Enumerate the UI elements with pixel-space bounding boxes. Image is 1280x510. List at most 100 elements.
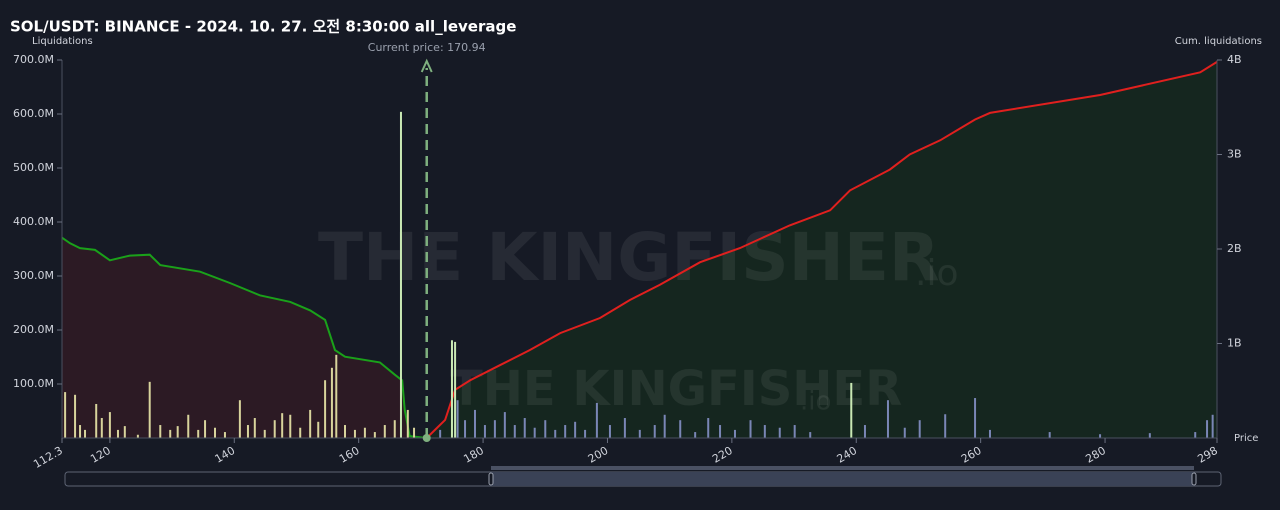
y2-tick-label: 1B bbox=[1227, 337, 1242, 350]
y2-tick-label: 3B bbox=[1227, 148, 1242, 161]
scroll-range[interactable] bbox=[491, 466, 1194, 470]
watermark: THE KINGFISHER bbox=[450, 361, 902, 417]
x-tick-label: 298 bbox=[1195, 444, 1220, 466]
y-axis-label: Liquidations bbox=[32, 36, 93, 47]
bar bbox=[79, 425, 82, 438]
bar bbox=[456, 400, 459, 438]
bar bbox=[513, 425, 516, 438]
bar bbox=[903, 427, 906, 438]
bar bbox=[335, 354, 338, 438]
bar bbox=[324, 380, 327, 438]
bar bbox=[503, 412, 506, 438]
bar bbox=[353, 429, 356, 438]
bar bbox=[473, 409, 476, 438]
bar bbox=[116, 429, 119, 438]
x-tick-label: 200 bbox=[586, 444, 611, 466]
bar bbox=[1211, 414, 1214, 438]
bar bbox=[169, 429, 172, 438]
bar bbox=[84, 429, 87, 438]
bar bbox=[263, 429, 266, 438]
bar bbox=[886, 400, 889, 438]
bar bbox=[809, 432, 812, 438]
y-tick-label: 700.0M bbox=[13, 53, 54, 66]
y-tick-label: 400.0M bbox=[13, 215, 54, 228]
bar bbox=[850, 382, 853, 438]
bar bbox=[533, 427, 536, 438]
bar bbox=[197, 429, 200, 438]
bar bbox=[454, 341, 457, 438]
bar bbox=[439, 429, 442, 438]
bar bbox=[595, 402, 598, 438]
bar bbox=[450, 340, 453, 438]
x-axis-label: Price bbox=[1234, 433, 1258, 444]
x-tick-label: 240 bbox=[835, 444, 860, 466]
y-tick-label: 500.0M bbox=[13, 161, 54, 174]
watermark: .io bbox=[800, 387, 831, 417]
y-tick-label: 200.0M bbox=[13, 323, 54, 336]
bar bbox=[974, 398, 977, 438]
bar bbox=[608, 425, 611, 438]
bar bbox=[253, 418, 256, 438]
current-price-dot bbox=[422, 434, 431, 442]
bar bbox=[413, 427, 416, 438]
bar bbox=[317, 421, 320, 438]
bar bbox=[694, 432, 697, 438]
x-tick-label: 160 bbox=[337, 444, 362, 466]
chart-title: SOL/USDT: BINANCE - 2024. 10. 27. 오전 8:3… bbox=[10, 18, 516, 36]
y2-tick-label: 4B bbox=[1227, 53, 1242, 66]
bar bbox=[1206, 420, 1209, 438]
bar bbox=[373, 432, 376, 438]
scroll-handle[interactable] bbox=[1191, 472, 1197, 486]
bar bbox=[653, 425, 656, 438]
bar bbox=[763, 425, 766, 438]
y-tick-label: 300.0M bbox=[13, 269, 54, 282]
bar bbox=[1048, 432, 1051, 438]
scroll-thumb[interactable] bbox=[491, 472, 1194, 486]
marks bbox=[61, 61, 1218, 439]
bar bbox=[863, 425, 866, 438]
bar bbox=[707, 418, 710, 438]
cumulative-line bbox=[61, 236, 427, 439]
bar bbox=[363, 427, 366, 438]
scroll-handle[interactable] bbox=[488, 472, 494, 486]
bar bbox=[638, 429, 641, 438]
bar bbox=[1194, 432, 1197, 438]
x-tick-label: 180 bbox=[461, 444, 486, 466]
y2-axis-label: Cum. liquidations bbox=[1175, 36, 1262, 47]
bar bbox=[176, 426, 179, 438]
bar bbox=[554, 429, 557, 438]
bar bbox=[246, 425, 249, 438]
bar bbox=[944, 414, 947, 438]
x-tick-label: 280 bbox=[1083, 444, 1108, 466]
bar bbox=[204, 420, 207, 438]
bar bbox=[679, 420, 682, 438]
bar bbox=[100, 418, 103, 438]
current-price-label: Current price: 170.94 bbox=[368, 41, 486, 54]
bar bbox=[793, 425, 796, 438]
bar bbox=[393, 420, 396, 438]
bar bbox=[663, 414, 666, 438]
bar bbox=[778, 427, 781, 438]
bar bbox=[464, 420, 467, 438]
x-tick-label: 140 bbox=[213, 444, 238, 466]
bar bbox=[281, 413, 284, 438]
bar bbox=[273, 420, 276, 438]
bar bbox=[719, 425, 722, 438]
bar bbox=[988, 429, 991, 438]
bar bbox=[406, 409, 409, 438]
bar bbox=[214, 427, 217, 438]
current-price-arrow bbox=[420, 58, 433, 73]
x-tick-label: 260 bbox=[959, 444, 984, 466]
x-tick-label: 112.3 bbox=[31, 444, 65, 471]
watermark: .io bbox=[915, 253, 958, 294]
bar bbox=[493, 420, 496, 438]
bar bbox=[733, 429, 736, 438]
bar bbox=[330, 367, 333, 438]
cumulative-line bbox=[426, 61, 1218, 439]
bar bbox=[1099, 434, 1102, 438]
bar bbox=[223, 432, 226, 438]
bar bbox=[309, 409, 312, 438]
bar bbox=[623, 418, 626, 438]
bar bbox=[523, 418, 526, 438]
